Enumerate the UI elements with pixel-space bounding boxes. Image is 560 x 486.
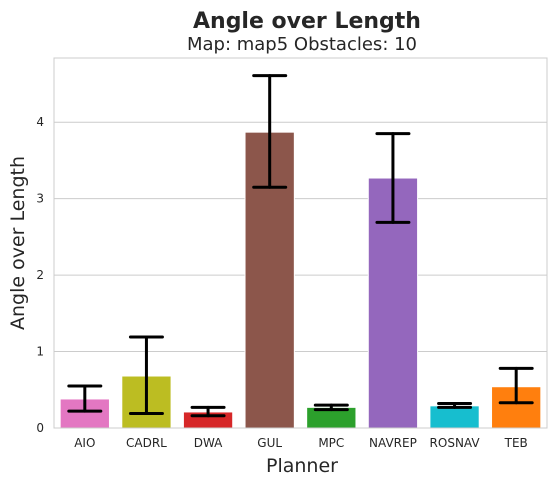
y-tick-label: 4 (36, 115, 44, 129)
y-tick-label: 3 (36, 192, 44, 206)
y-tick-labels: 0 1 2 3 4 (36, 115, 44, 435)
x-tick-label: GUL (257, 436, 282, 450)
x-tick-label: ROSNAV (430, 436, 481, 450)
chart-subtitle: Map: map5 Obstacles: 10 (187, 34, 417, 55)
x-tick-label: NAVREP (369, 436, 417, 450)
y-tick-label: 2 (36, 268, 44, 282)
y-tick-label: 0 (36, 421, 44, 435)
x-axis-label: Planner (266, 455, 338, 477)
x-tick-labels: AIO CADRL DWA GUL MPC NAVREP ROSNAV TEB (74, 436, 528, 450)
plot-frame (53, 57, 548, 429)
y-tick-label: 1 (36, 345, 44, 359)
bar-rosnav (429, 405, 480, 429)
error-bars (67, 74, 534, 418)
x-tick-label: AIO (74, 436, 95, 450)
x-tick-label: MPC (318, 436, 344, 450)
bars (59, 131, 542, 429)
x-tick-label: DWA (194, 436, 223, 450)
x-tick-label: CADRL (126, 436, 167, 450)
y-axis-label: Angle over Length (7, 156, 29, 330)
x-tick-label: TEB (504, 436, 528, 450)
chart-title: Angle over Length (193, 9, 421, 34)
